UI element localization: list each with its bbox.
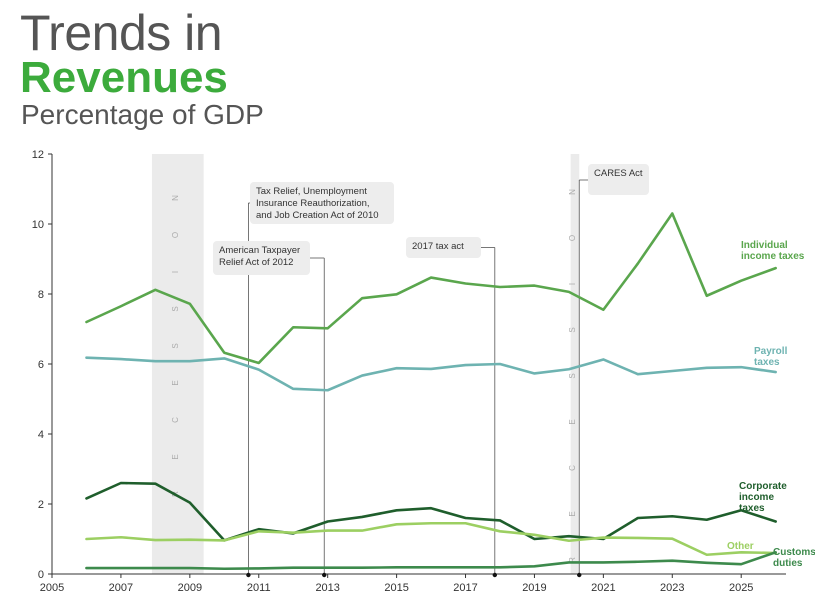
series-label-corporate: taxes — [739, 503, 765, 514]
x-tick-label: 2021 — [591, 582, 615, 594]
recession-label-letter: E — [568, 419, 577, 424]
x-tick-label: 2025 — [729, 582, 753, 594]
annotation-text: Tax Relief, Unemployment — [256, 186, 367, 197]
recession-label-letter: E — [171, 454, 180, 459]
y-tick-label: 0 — [38, 569, 44, 581]
recession-label-letter: E — [171, 380, 180, 385]
x-tick-label: 2019 — [522, 582, 546, 594]
y-tick-label: 10 — [32, 219, 44, 231]
recession-label-letter: R — [568, 557, 577, 563]
series-label-individual: Individual — [741, 240, 788, 251]
annotation-box — [588, 164, 649, 195]
recession-label-letter: S — [568, 327, 577, 332]
recession-label-letter: O — [568, 235, 577, 241]
recession-label-letter: E — [568, 511, 577, 516]
x-tick-label: 2013 — [315, 582, 339, 594]
chart-subtitle: Percentage of GDP — [21, 99, 264, 130]
series-label-payroll: taxes — [754, 357, 780, 368]
annotation-text: CARES Act — [594, 168, 643, 179]
recession-band — [570, 154, 580, 574]
x-tick-label: 2017 — [453, 582, 477, 594]
annotation-text: and Job Creation Act of 2010 — [256, 210, 379, 221]
annotation-dot — [246, 572, 251, 578]
x-tick-label: 2015 — [384, 582, 408, 594]
recession-label-letter: I — [568, 283, 577, 285]
title-line-1: Trends in — [20, 5, 223, 61]
recession-label-letter: S — [568, 373, 577, 378]
annotation-text: Relief Act of 2012 — [219, 257, 293, 268]
x-tick-label: 2009 — [178, 582, 202, 594]
series-label-customs: Customs — [773, 547, 815, 558]
annotation-text: Insurance Reauthorization, — [256, 198, 370, 209]
recession-label-letter: S — [171, 306, 180, 311]
annotation-text: American Taxpayer — [219, 245, 300, 256]
x-tick-label: 2007 — [109, 582, 133, 594]
y-tick-label: 4 — [38, 429, 44, 441]
y-tick-label: 2 — [38, 499, 44, 511]
series-label-corporate: Corporate — [739, 481, 787, 492]
x-tick-label: 2011 — [247, 582, 271, 594]
series-line-other — [85, 521, 777, 557]
recession-label-letter: I — [171, 271, 180, 273]
recession-band — [151, 154, 204, 574]
recession-label-letter: N — [568, 189, 577, 195]
series-label-corporate: income — [739, 492, 774, 503]
y-tick-label: 8 — [38, 289, 44, 301]
recession-label-letter: C — [171, 417, 180, 423]
annotation-dot — [577, 572, 582, 578]
series-label-other: Other — [727, 541, 754, 552]
recession-label-letter: S — [171, 343, 180, 348]
annotation-box — [213, 241, 310, 275]
y-tick-label: 6 — [38, 359, 44, 371]
series-line-individual — [85, 212, 777, 365]
series-line-corporate — [85, 481, 777, 542]
series-label-individual: income taxes — [741, 251, 805, 262]
series-line-customs — [85, 550, 777, 571]
series-line-payroll — [85, 356, 777, 392]
annotation-text: 2017 tax act — [412, 241, 464, 252]
y-tick-label: 12 — [32, 149, 44, 161]
annotation-box — [250, 182, 394, 224]
series-label-payroll: Payroll — [754, 346, 788, 357]
series-label-customs: duties — [773, 558, 803, 569]
x-tick-label: 2023 — [660, 582, 684, 594]
recession-label-letter: C — [568, 465, 577, 471]
annotation-dot — [322, 572, 327, 578]
recession-label-letter: N — [171, 195, 180, 201]
recession-label-letter: O — [171, 232, 180, 238]
title-line-2: Revenues — [20, 53, 228, 102]
annotation-dot — [492, 572, 498, 578]
annotation-box — [406, 237, 481, 258]
x-tick-label: 2005 — [40, 582, 64, 594]
